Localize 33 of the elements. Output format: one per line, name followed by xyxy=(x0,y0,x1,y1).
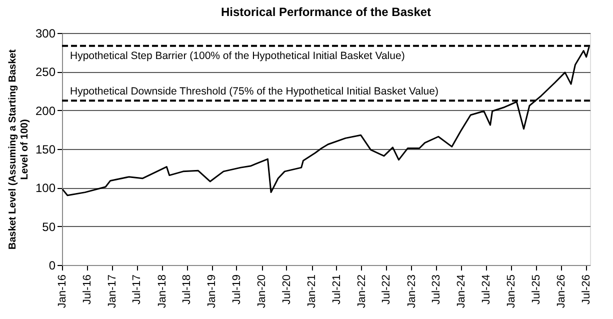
x-tick-label: Jan-21 xyxy=(306,274,318,308)
x-tick-label: Jan-24 xyxy=(456,274,468,308)
x-tick-label: Jan-18 xyxy=(156,274,168,308)
x-tick-label: Jul-25 xyxy=(530,274,542,304)
x-tick-label: Jul-20 xyxy=(280,274,293,304)
x-tick-label: Jan-17 xyxy=(106,274,118,308)
x-tick-label: Jan-26 xyxy=(556,274,568,308)
y-tick-label: 100 xyxy=(35,181,56,196)
y-tick-label: 300 xyxy=(35,26,56,40)
x-tick-label: Jan-22 xyxy=(356,274,368,308)
y-axis-title: Basket Level (Assuming a Starting Basket Level of 100) xyxy=(7,48,30,250)
x-tick-label: Jul-17 xyxy=(131,274,144,304)
x-tick-label: Jan-23 xyxy=(406,274,418,308)
x-tick-label: Jan-16 xyxy=(56,274,68,308)
y-tick-label: 0 xyxy=(48,258,56,272)
x-tick-label: Jan-19 xyxy=(206,274,218,308)
y-tick-label: 50 xyxy=(42,220,56,234)
x-tick-label: Jul-19 xyxy=(230,274,243,304)
x-tick-label: Jul-26 xyxy=(580,274,592,304)
x-tick-label: Jan-20 xyxy=(256,274,268,308)
x-tick-label: Jul-18 xyxy=(181,274,194,304)
y-tick-label: 150 xyxy=(35,142,56,156)
y-tick-label: 200 xyxy=(35,104,56,118)
y-tick-label: 250 xyxy=(35,65,56,80)
x-tick-label: Jul-21 xyxy=(330,274,343,304)
ref-line-label: Hypothetical Downside Threshold (75% of the Hypothetical Initial Basket Value) xyxy=(70,86,438,98)
x-tick-label: Jul-24 xyxy=(480,274,493,304)
x-tick-label: Jan-25 xyxy=(506,274,518,308)
x-tick-label: Jul-16 xyxy=(81,274,94,304)
ref-line-label: Hypothetical Step Barrier (100% of the Hypothetical Initial Basket Value) xyxy=(70,50,405,62)
x-tick-label: Jul-22 xyxy=(380,274,393,304)
chart-title: Historical Performance of the Basket xyxy=(220,5,432,19)
x-tick-label: Jul-23 xyxy=(430,274,443,304)
